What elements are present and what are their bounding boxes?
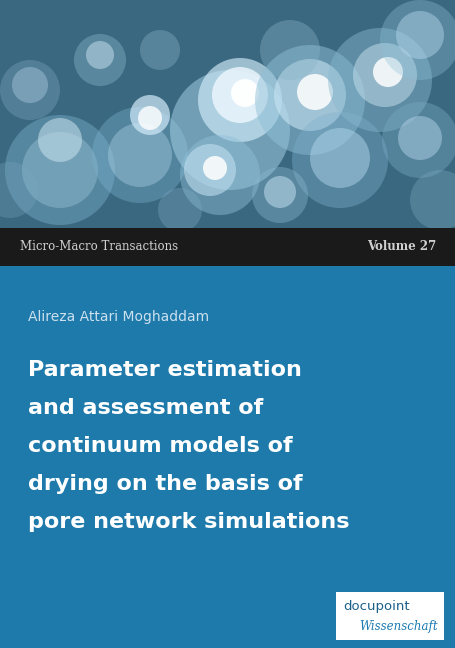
Circle shape	[86, 41, 114, 69]
Circle shape	[22, 132, 98, 208]
Bar	[335, 592, 443, 640]
Circle shape	[184, 144, 236, 196]
Circle shape	[92, 107, 187, 203]
Circle shape	[352, 43, 416, 107]
Circle shape	[397, 116, 441, 160]
Text: Wissenschaft: Wissenschaft	[359, 620, 437, 633]
Circle shape	[12, 67, 48, 103]
Circle shape	[327, 28, 431, 132]
Circle shape	[138, 106, 162, 130]
Circle shape	[291, 112, 387, 208]
Circle shape	[252, 167, 307, 223]
Text: drying on the basis of: drying on the basis of	[28, 474, 302, 494]
Text: continuum models of: continuum models of	[28, 436, 292, 456]
Circle shape	[140, 30, 180, 70]
Bar	[0, 228, 455, 266]
Circle shape	[157, 188, 202, 232]
Circle shape	[296, 74, 332, 110]
Circle shape	[108, 123, 172, 187]
Circle shape	[212, 67, 268, 123]
Circle shape	[180, 135, 259, 215]
Circle shape	[273, 59, 345, 131]
Circle shape	[170, 70, 289, 190]
Bar	[0, 0, 455, 228]
Circle shape	[379, 0, 455, 80]
Text: pore network simulations: pore network simulations	[28, 512, 349, 532]
Circle shape	[0, 60, 60, 120]
Circle shape	[381, 102, 455, 178]
Circle shape	[74, 34, 126, 86]
Text: Micro-Macro Transactions: Micro-Macro Transactions	[20, 240, 178, 253]
Text: Parameter estimation: Parameter estimation	[28, 360, 301, 380]
Circle shape	[0, 162, 38, 218]
Circle shape	[5, 115, 115, 225]
Text: docupoint: docupoint	[342, 600, 409, 613]
Circle shape	[254, 45, 364, 155]
Circle shape	[372, 57, 402, 87]
Circle shape	[309, 128, 369, 188]
Text: Alireza Attari Moghaddam: Alireza Attari Moghaddam	[28, 310, 209, 324]
Text: and assessment of: and assessment of	[28, 398, 263, 418]
Circle shape	[231, 79, 258, 107]
Circle shape	[409, 170, 455, 230]
Circle shape	[259, 20, 319, 80]
Circle shape	[395, 11, 443, 59]
Text: Volume 27: Volume 27	[366, 240, 435, 253]
Circle shape	[202, 156, 227, 180]
Circle shape	[263, 176, 295, 208]
Circle shape	[38, 118, 82, 162]
Circle shape	[130, 95, 170, 135]
Circle shape	[197, 58, 281, 142]
